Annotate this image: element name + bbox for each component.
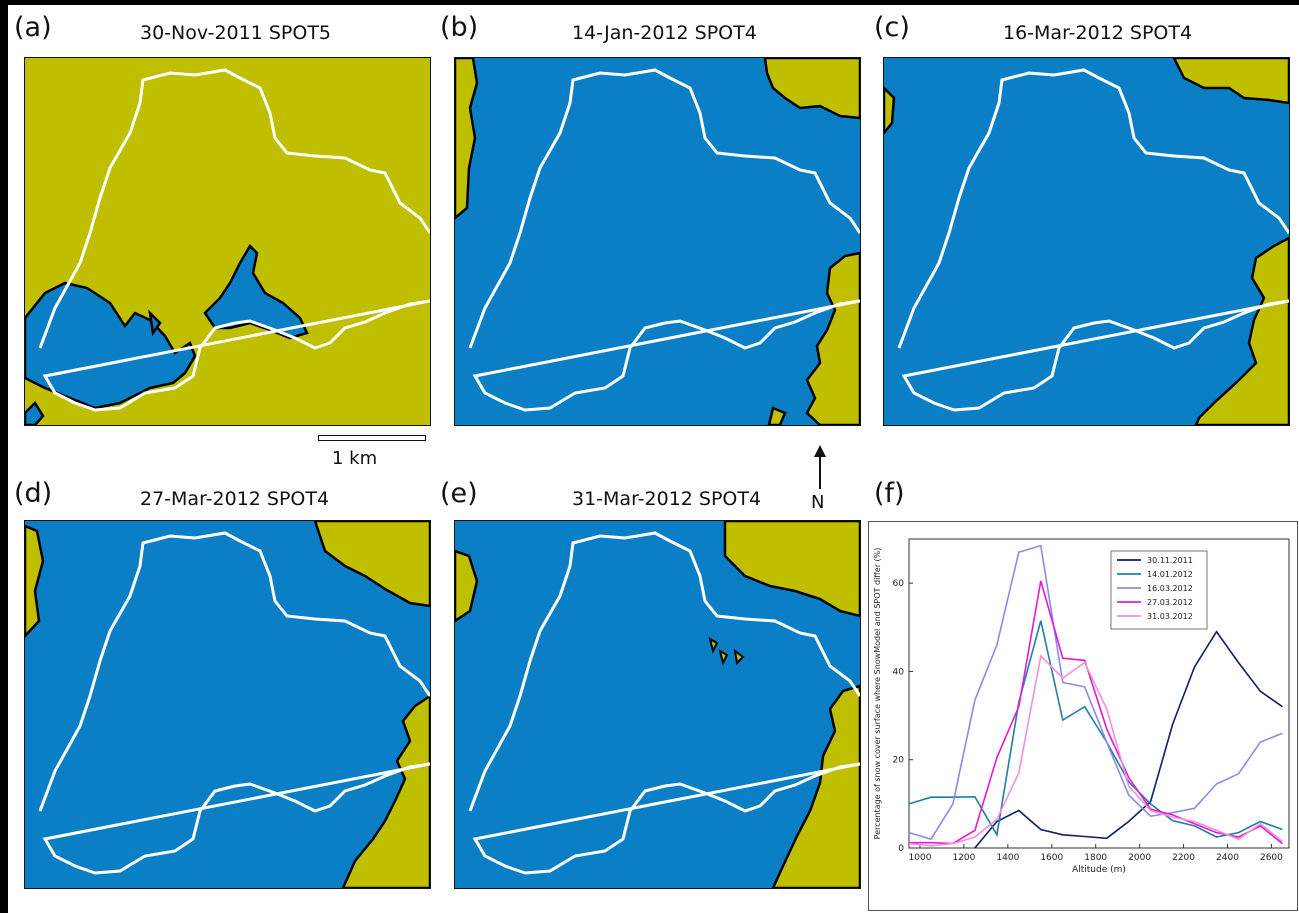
- x-axis-label: Altitude (m): [1072, 865, 1126, 875]
- x-tick-label: 2000: [1128, 853, 1151, 863]
- panel-e-label: (e): [440, 478, 478, 509]
- legend-label: 31.03.2012: [1147, 612, 1193, 621]
- map-panel-d: [24, 520, 431, 889]
- no-snow-area: [805, 251, 860, 425]
- no-snow-area: [25, 524, 45, 638]
- map-panel-e: [454, 520, 861, 889]
- no-snow-area: [455, 58, 479, 220]
- no-snow-area: [455, 549, 479, 623]
- snow-area: [455, 58, 860, 425]
- line-chart: 1000 1200 1400 1600 1800 2000 2200 2400 2600 0 20 4…: [873, 538, 1290, 875]
- panel-c-label: (c): [874, 12, 910, 43]
- chart-panel-f: 1000 1200 1400 1600 1800 2000 2200 2400 2600 0 20 4…: [868, 521, 1298, 911]
- x-tick-label: 1000: [909, 853, 932, 863]
- no-snow-area: [723, 521, 860, 618]
- legend-label: 14.01.2012: [1147, 570, 1193, 579]
- series-line: [909, 580, 1283, 845]
- watershed-boundary: [468, 68, 860, 412]
- legend-label: 27.03.2012: [1147, 598, 1193, 607]
- scale-label: 1 km: [332, 448, 378, 469]
- y-axis-label: Percentage of snow cover surface where S…: [873, 548, 882, 840]
- no-snow-area: [708, 636, 745, 666]
- y-tick-label: 60: [893, 579, 905, 589]
- plot-frame: [908, 538, 1290, 849]
- watershed-boundary: [468, 531, 860, 875]
- scale-bar: [318, 435, 426, 441]
- north-label: N: [811, 492, 825, 513]
- watershed-boundary: [38, 531, 430, 875]
- series-line: [908, 654, 1283, 847]
- snow-area: [884, 58, 1289, 425]
- watershed-boundary: [897, 68, 1289, 412]
- x-tick-label: 2200: [1172, 853, 1195, 863]
- legend-label: 16.03.2012: [1147, 584, 1193, 593]
- panel-d-label: (d): [14, 478, 53, 509]
- no-snow-area: [1194, 236, 1289, 425]
- panel-a-title: 30-Nov-2011 SPOT5: [140, 22, 332, 44]
- x-tick-label: 2400: [1216, 853, 1239, 863]
- snow-area: [203, 243, 309, 340]
- watershed-boundary: [38, 68, 430, 412]
- y-tick-label: 0: [898, 844, 904, 854]
- snow-area: [25, 281, 197, 410]
- panel-d-title: 27-Mar-2012 SPOT4: [140, 488, 330, 510]
- x-tick-label: 1400: [996, 853, 1019, 863]
- x-tick-label: 1800: [1084, 853, 1107, 863]
- series-line: [974, 630, 1283, 849]
- x-tick-label: 2600: [1260, 853, 1283, 863]
- panel-e-title: 31-Mar-2012 SPOT4: [572, 488, 762, 510]
- legend-label: 30.11.2011: [1147, 556, 1193, 565]
- panel-f-label: (f): [874, 478, 905, 509]
- no-snow-area: [313, 521, 430, 608]
- panel-b-label: (b): [440, 12, 479, 43]
- no-snow-area: [1172, 58, 1289, 105]
- y-tick-label: 40: [893, 667, 905, 677]
- series-line: [908, 544, 1283, 841]
- no-snow-area: [341, 694, 430, 888]
- panel-a-label: (a): [14, 12, 52, 43]
- no-snow-area: [884, 86, 896, 136]
- y-tick-label: 20: [893, 756, 905, 766]
- no-snow-area: [767, 406, 787, 425]
- no-snow-area: [771, 684, 860, 888]
- north-arrow-icon: [814, 445, 826, 489]
- series-line: [908, 620, 1283, 838]
- map-panel-b: [454, 57, 861, 426]
- snow-area: [25, 400, 45, 425]
- map-panel-a: [24, 57, 431, 426]
- x-tick-label: 1200: [952, 853, 975, 863]
- snow-area: [148, 309, 162, 337]
- panel-c-title: 16-Mar-2012 SPOT4: [1003, 22, 1193, 44]
- x-tick-label: 1600: [1040, 853, 1063, 863]
- snow-area: [25, 521, 430, 888]
- no-snow-area: [763, 58, 860, 120]
- map-panel-c: [883, 57, 1290, 426]
- panel-b-title: 14-Jan-2012 SPOT4: [572, 22, 757, 44]
